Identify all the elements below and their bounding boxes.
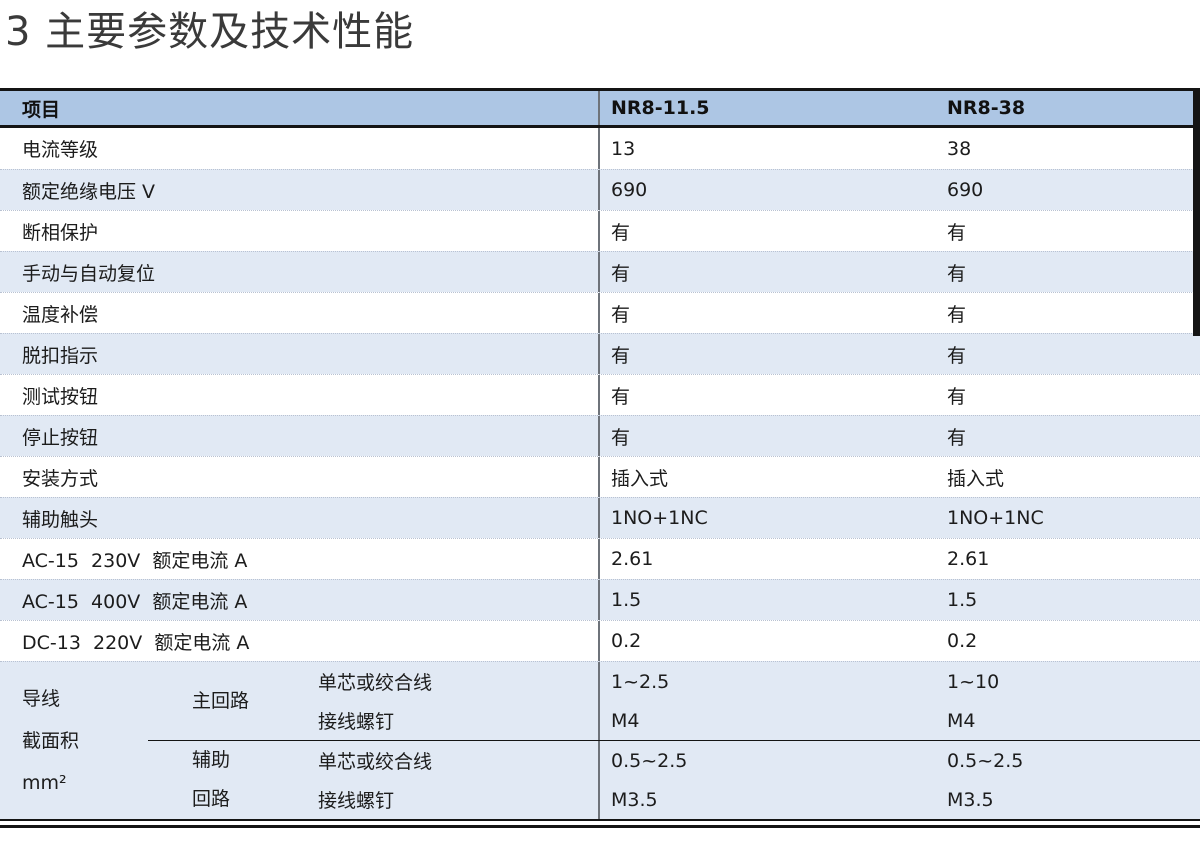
table-row: 脱扣指示 有 有 (0, 333, 1200, 374)
table-row: 安装方式 插入式 插入式 (0, 456, 1200, 497)
row-value-nr8-11-5: 1~2.5 (598, 662, 935, 701)
row-value-nr8-38: 有 (947, 221, 967, 244)
row-value-nr8-38: 38 (947, 137, 972, 160)
column-header-nr8-11-5: NR8-11.5 (598, 91, 935, 125)
row-value-nr8-38: 1.5 (947, 589, 978, 611)
table-row: 单芯或绞合线 0.5~2.5 0.5~2.5 (318, 741, 1200, 780)
row-value-nr8-11-5: 0.2 (598, 621, 935, 661)
table-row: 接线螺钉 M3.5 M3.5 (318, 780, 1200, 819)
circuit-label: 辅助 回路 (192, 749, 231, 810)
aux-circuit-section: 辅助 回路 单芯或绞合线 0.5~2.5 0.5~2.5 接线螺钉 M3.5 M… (148, 741, 1200, 819)
table-row: 接线螺钉 M4 M4 (318, 701, 1200, 740)
page-title: 3 主要参数及技术性能 (5, 9, 415, 55)
row-label: 额定绝缘电压 V (22, 180, 156, 203)
row-value-nr8-11-5: 有 (598, 416, 935, 456)
row-value-nr8-38: 2.61 (947, 548, 990, 570)
circuit-label: 主回路 (192, 689, 250, 712)
row-value-nr8-38: 1~10 (947, 670, 1000, 693)
row-label: AC-15 400V 额定电流 A (22, 590, 248, 613)
table-header-row: 项目 NR8-11.5 NR8-38 (0, 88, 1200, 128)
wire-group-label: 导线 截面积 mm² (22, 687, 80, 794)
row-value-nr8-38: 690 (947, 179, 984, 201)
table-row: 额定绝缘电压 V 690 690 (0, 169, 1200, 210)
row-value-nr8-11-5: 有 (598, 252, 935, 292)
section-divider-line (148, 740, 1200, 741)
row-value-nr8-38: 有 (947, 385, 967, 408)
row-label: 脱扣指示 (22, 344, 99, 367)
row-label: 断相保护 (22, 221, 99, 244)
table-end-double-rule (0, 819, 1200, 828)
table-row: 单芯或绞合线 1~2.5 1~10 (318, 662, 1200, 701)
table-row: 手动与自动复位 有 有 (0, 251, 1200, 292)
row-value-nr8-38: 插入式 (947, 467, 1005, 490)
right-edge-border (1193, 88, 1200, 336)
row-value-nr8-11-5: 2.61 (598, 539, 935, 579)
row-value-nr8-11-5: 0.5~2.5 (598, 741, 935, 780)
wire-cross-section-group: 导线 截面积 mm² 主回路 单芯或绞合线 1~2.5 1~10 接线螺钉 M4… (0, 661, 1200, 819)
row-value-nr8-11-5: 1NO+1NC (598, 498, 935, 538)
row-value-nr8-11-5: 13 (598, 128, 935, 169)
column-header-nr8-38: NR8-38 (947, 97, 1026, 119)
row-label: 手动与自动复位 (22, 262, 156, 285)
row-value-nr8-38: M4 (947, 709, 976, 732)
row-value-nr8-11-5: M3.5 (598, 780, 935, 819)
row-label: 测试按钮 (22, 385, 99, 408)
spec-table: 项目 NR8-11.5 NR8-38 电流等级 13 38 额定绝缘电压 V 6… (0, 88, 1200, 828)
table-row: AC-15 230V 额定电流 A 2.61 2.61 (0, 538, 1200, 579)
row-label: AC-15 230V 额定电流 A (22, 549, 248, 572)
row-value-nr8-11-5: 1.5 (598, 580, 935, 620)
row-value-nr8-38: 有 (947, 262, 967, 285)
row-value-nr8-38: M3.5 (947, 788, 994, 811)
row-value-nr8-11-5: 插入式 (598, 457, 935, 497)
table-row: 辅助触头 1NO+1NC 1NO+1NC (0, 497, 1200, 538)
wire-type-label: 单芯或绞合线 (318, 751, 433, 773)
row-label: 电流等级 (22, 139, 99, 161)
wire-type-label: 接线螺钉 (318, 790, 395, 812)
row-value-nr8-11-5: 690 (598, 170, 935, 210)
column-header-item: 项目 (22, 98, 61, 121)
row-label: 辅助触头 (22, 508, 99, 531)
row-value-nr8-11-5: 有 (598, 334, 935, 374)
table-row: 停止按钮 有 有 (0, 415, 1200, 456)
table-row: 温度补偿 有 有 (0, 292, 1200, 333)
row-value-nr8-38: 有 (947, 344, 967, 367)
row-label: 安装方式 (22, 467, 99, 490)
row-value-nr8-38: 0.2 (947, 630, 978, 652)
row-label: 温度补偿 (22, 303, 99, 326)
row-label: DC-13 220V 额定电流 A (22, 631, 250, 654)
row-value-nr8-38: 有 (947, 303, 967, 326)
wire-type-label: 单芯或绞合线 (318, 672, 433, 694)
table-row: 断相保护 有 有 (0, 210, 1200, 251)
table-row: 测试按钮 有 有 (0, 374, 1200, 415)
wire-type-label: 接线螺钉 (318, 711, 395, 733)
row-value-nr8-38: 有 (947, 426, 967, 449)
table-row: AC-15 400V 额定电流 A 1.5 1.5 (0, 579, 1200, 620)
row-value-nr8-11-5: 有 (598, 293, 935, 333)
row-value-nr8-11-5: 有 (598, 211, 935, 251)
table-row: DC-13 220V 额定电流 A 0.2 0.2 (0, 620, 1200, 661)
row-value-nr8-11-5: M4 (598, 701, 935, 740)
row-value-nr8-11-5: 有 (598, 375, 935, 415)
row-value-nr8-38: 1NO+1NC (947, 507, 1044, 529)
row-label: 停止按钮 (22, 426, 99, 449)
main-circuit-section: 主回路 单芯或绞合线 1~2.5 1~10 接线螺钉 M4 M4 (148, 662, 1200, 740)
row-value-nr8-38: 0.5~2.5 (947, 749, 1024, 772)
table-row: 电流等级 13 38 (0, 128, 1200, 169)
wire-group-body: 主回路 单芯或绞合线 1~2.5 1~10 接线螺钉 M4 M4 辅助 (148, 662, 1200, 819)
